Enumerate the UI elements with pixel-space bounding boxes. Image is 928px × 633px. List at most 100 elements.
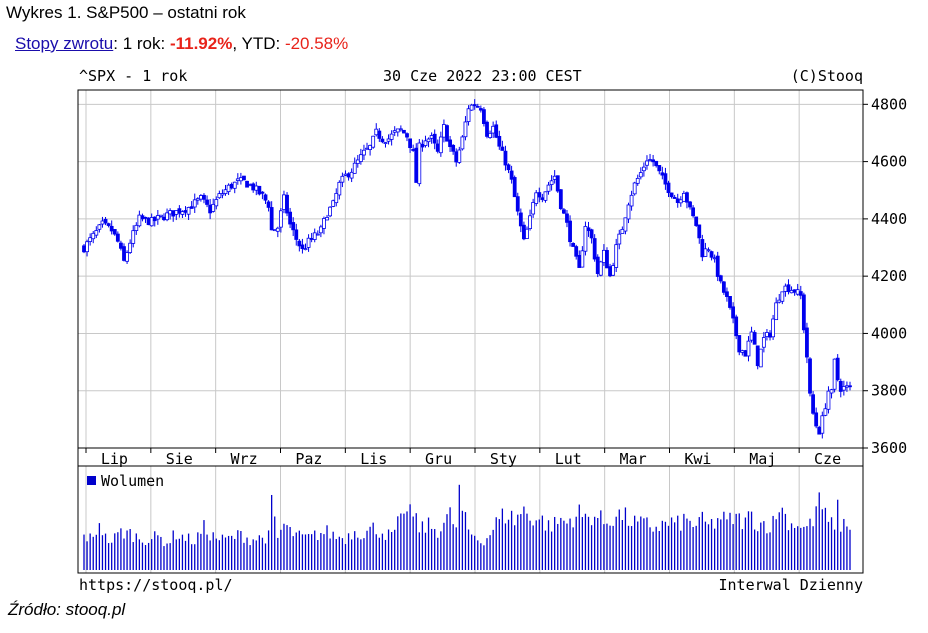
candle-body: [740, 350, 745, 353]
y-tick-label: 4400: [871, 210, 907, 228]
month-label: Lip: [101, 450, 128, 468]
candle-body: [709, 251, 714, 258]
candle-body: [620, 229, 625, 234]
candle-body: [814, 412, 819, 427]
candle-body: [82, 245, 86, 253]
candle-body: [146, 217, 151, 226]
candle-body: [774, 302, 779, 321]
candle-body: [595, 256, 600, 275]
candle-body: [242, 175, 246, 181]
candle-body: [386, 138, 391, 142]
candle-body: [552, 175, 557, 180]
candle-body: [435, 143, 440, 152]
candle-body: [506, 164, 511, 171]
candle-body: [746, 340, 751, 357]
candle-body: [97, 224, 102, 230]
candle-body: [549, 180, 554, 186]
candle-body: [322, 218, 326, 229]
candle-body: [340, 175, 345, 183]
candle-body: [245, 180, 249, 188]
candle-body: [220, 193, 225, 196]
month-label: Gru: [425, 450, 452, 468]
candle-body: [365, 147, 369, 150]
candle-body: [205, 199, 209, 205]
candle-body: [583, 226, 588, 252]
candle-body: [515, 196, 520, 212]
candle-body: [408, 138, 412, 149]
candle-body: [638, 172, 643, 178]
figure-title: Wykres 1. S&P500 – ostatni rok: [6, 3, 246, 22]
candle-body: [309, 238, 314, 240]
candle-body: [454, 151, 459, 163]
candle-body: [771, 318, 775, 338]
month-label: Sty: [490, 450, 517, 468]
month-axis-frame: [77, 447, 864, 467]
candle-body: [522, 224, 526, 240]
candle-body: [485, 121, 489, 137]
candle-body: [721, 281, 726, 293]
candle-body: [651, 159, 656, 163]
candle-body: [666, 182, 671, 194]
candle-body: [586, 227, 591, 232]
volume-series: [83, 484, 851, 570]
candle-body: [358, 154, 363, 162]
candle-body: [269, 207, 274, 231]
month-label: Mar: [620, 450, 647, 468]
candle-body: [761, 337, 766, 348]
candle-body: [109, 225, 114, 232]
candle-body: [632, 182, 637, 195]
candle-body: [777, 299, 782, 303]
candle-body: [115, 233, 120, 242]
candle-body: [306, 237, 311, 248]
candle-body: [275, 227, 280, 232]
symbol-label: ^SPX - 1 rok: [79, 67, 187, 85]
candle-body: [165, 212, 169, 221]
candle-body: [226, 184, 231, 193]
candle-body: [657, 165, 662, 172]
candle-body: [611, 265, 616, 276]
interval-label: Interwal Dzienny: [719, 576, 864, 594]
y-tick-label: 3600: [871, 439, 907, 457]
return-1y-value: -11.92%: [169, 34, 233, 53]
candle-body: [202, 194, 206, 200]
returns-line: Stopy zwrotu: 1 rok: -11.92%, YTD: -20.5…: [15, 34, 348, 54]
candle-body: [820, 415, 825, 434]
candle-body: [380, 138, 385, 143]
candle-body: [681, 192, 686, 202]
candle-body: [143, 216, 148, 219]
candlestick-series: [82, 99, 852, 439]
candle-body: [438, 136, 443, 154]
candle-body: [555, 175, 560, 192]
candle-body: [780, 291, 785, 302]
ytd-label: , YTD:: [232, 34, 285, 53]
candle-body: [574, 246, 579, 257]
candle-body: [706, 249, 711, 252]
candle-body: [765, 332, 769, 337]
candle-body: [251, 183, 256, 191]
candle-body: [137, 214, 142, 227]
month-label: Sie: [166, 450, 193, 468]
candle-body: [472, 104, 477, 107]
candle-body: [743, 350, 748, 357]
candle-body: [257, 185, 262, 195]
candle-body: [845, 385, 849, 388]
candle-body: [518, 212, 523, 227]
month-label: Kwi: [684, 450, 711, 468]
candle-body: [672, 196, 677, 199]
return-ytd-value: -20.58%: [284, 34, 349, 53]
candle-body: [685, 192, 689, 203]
candle-body: [448, 139, 452, 148]
month-label: Lis: [360, 450, 387, 468]
candle-body: [300, 244, 305, 249]
candle-body: [331, 200, 336, 207]
candle-body: [85, 241, 89, 253]
candle-body: [325, 217, 329, 221]
returns-link[interactable]: Stopy zwrotu: [15, 34, 114, 53]
candle-body: [734, 316, 739, 337]
candle-body: [697, 224, 702, 239]
candle-body: [675, 198, 680, 203]
url-label[interactable]: https://stooq.pl/: [79, 576, 233, 594]
candle-body: [712, 257, 717, 260]
candle-body: [832, 358, 837, 390]
candle-body: [500, 146, 505, 151]
